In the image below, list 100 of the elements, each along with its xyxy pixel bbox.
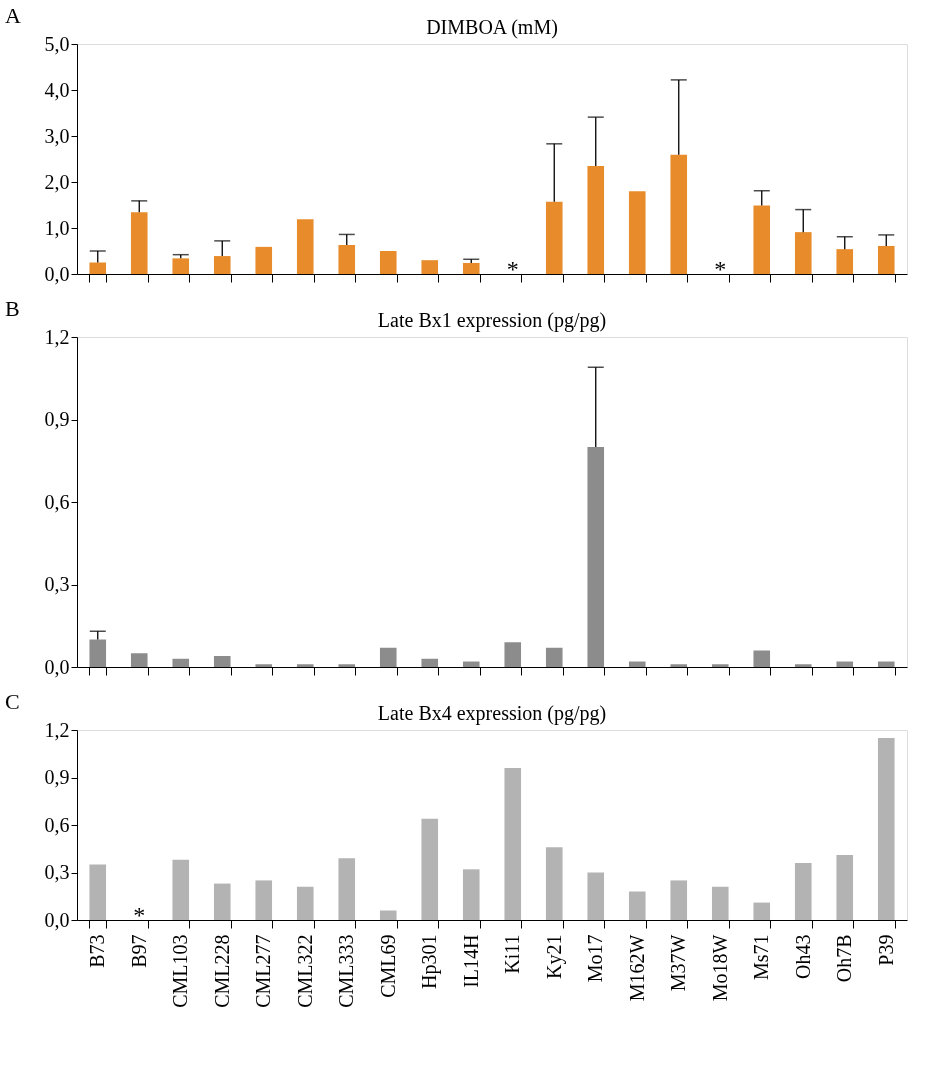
bar [172, 859, 190, 920]
bar [711, 664, 729, 667]
x-tick-label: CML277 [252, 934, 275, 1008]
bar [877, 661, 895, 667]
x-tick-label: M162W [625, 934, 648, 1002]
y-tick-label: 1,0 [44, 216, 70, 239]
bar [877, 245, 895, 274]
bar [421, 818, 439, 920]
chart-title: Late Bx4 expression (pg/pg) [377, 702, 607, 725]
bar [670, 664, 688, 667]
annotation: * [506, 256, 519, 282]
x-tick-label: Oh43 [791, 934, 814, 979]
bar [587, 872, 605, 920]
y-tick-label: 0,0 [44, 262, 70, 285]
bar [338, 664, 356, 667]
bar [504, 642, 522, 667]
bar [794, 664, 812, 667]
x-tick-label: Oh7B [833, 934, 856, 983]
bar [545, 847, 563, 920]
y-tick-label: 1,2 [44, 325, 70, 348]
bar [338, 245, 356, 274]
x-tick-label: CML103 [169, 934, 192, 1008]
bar [711, 886, 729, 920]
bar [296, 219, 314, 274]
x-tick-label: M37W [667, 934, 690, 992]
x-tick-label: Ky21 [542, 934, 566, 979]
bar [338, 858, 356, 920]
bar [670, 154, 688, 274]
text: C [5, 689, 20, 714]
bar [877, 737, 895, 920]
y-tick-label: 0,6 [44, 490, 70, 513]
bar [255, 880, 273, 920]
y-tick-label: 3,0 [44, 124, 70, 147]
bar [753, 902, 771, 920]
x-tick-label: Ki11 [501, 934, 524, 974]
bar [753, 205, 771, 274]
y-tick-label: 2,0 [44, 170, 70, 193]
x-tick-label: Mo17 [584, 934, 607, 983]
bar [628, 891, 646, 920]
x-tick-label: CML69 [376, 934, 399, 998]
bar [628, 661, 646, 667]
bar [296, 886, 314, 920]
bar [421, 260, 439, 274]
text: A [5, 3, 21, 28]
bar [462, 661, 480, 667]
bar [587, 447, 605, 667]
y-tick-label: 4,0 [44, 78, 70, 101]
bar [213, 883, 231, 920]
bar [379, 647, 397, 667]
bar [89, 639, 107, 667]
bar [213, 656, 231, 667]
x-tick-label: CML322 [293, 934, 316, 1008]
bar [836, 661, 854, 667]
text: B [5, 296, 20, 321]
chart-title: Late Bx1 expression (pg/pg) [377, 309, 607, 332]
bar [213, 256, 231, 274]
y-tick-label: 0,0 [44, 655, 70, 678]
y-tick-label: 0,6 [44, 813, 70, 836]
bar [670, 880, 688, 920]
x-tick-label: CML333 [335, 934, 358, 1008]
bar [462, 869, 480, 920]
bar [753, 650, 771, 667]
x-tick-label: Mo18W [708, 934, 731, 1002]
x-tick-label: IL14H [459, 934, 482, 988]
y-tick-label: 5,0 [44, 32, 70, 55]
y-tick-label: 0,3 [44, 573, 70, 595]
x-tick-label: B97 [127, 934, 150, 968]
y-tick-label: 0,9 [44, 766, 70, 788]
bar [504, 768, 522, 920]
bar [130, 212, 148, 274]
bar [89, 864, 107, 920]
bar [794, 863, 812, 920]
bar [794, 232, 812, 274]
annotation: * [133, 902, 146, 928]
bar [836, 855, 854, 920]
bar [255, 664, 273, 667]
bar [421, 658, 439, 667]
bar [172, 658, 190, 667]
bar [545, 647, 563, 667]
bar [628, 191, 646, 274]
bar [379, 910, 397, 920]
bar [545, 201, 563, 274]
y-tick-label: 0,9 [44, 408, 70, 430]
bar [587, 165, 605, 274]
bar [89, 262, 107, 274]
x-tick-label: CML228 [210, 934, 233, 1008]
bar [379, 251, 397, 274]
x-tick-label: Ms71 [750, 934, 773, 981]
x-tick-label: Hp301 [418, 934, 442, 989]
bar [130, 653, 148, 667]
bar [255, 246, 273, 274]
y-tick-label: 0,0 [44, 908, 70, 931]
bar [296, 664, 314, 667]
annotation: * [714, 256, 727, 282]
y-tick-label: 0,3 [44, 861, 70, 883]
x-tick-label: P39 [874, 934, 897, 966]
bar [836, 249, 854, 274]
x-tick-label: B73 [86, 934, 109, 968]
chart-title: DIMBOA (mM) [426, 16, 558, 39]
y-tick-label: 1,2 [44, 718, 70, 741]
